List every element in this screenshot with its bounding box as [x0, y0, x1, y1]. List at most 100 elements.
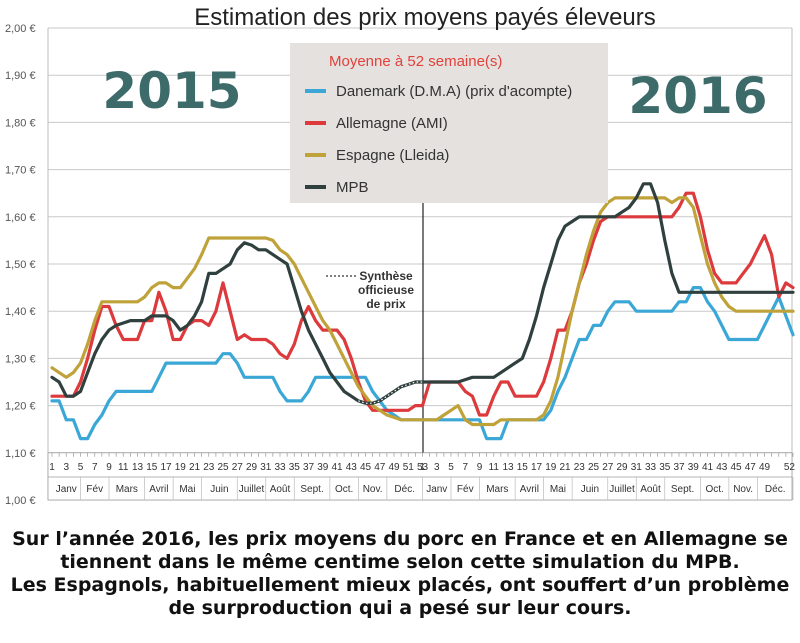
week-tick-label: 43 — [716, 462, 728, 473]
week-tick-label: 9 — [477, 462, 483, 473]
y-tick-label: 1,30 € — [5, 353, 36, 365]
week-tick-label: 27 — [232, 462, 244, 473]
week-tick-label: 31 — [631, 462, 643, 473]
week-tick-label: 17 — [531, 462, 543, 473]
month-label: Nov. — [733, 484, 753, 495]
y-tick-label: 1,50 € — [5, 259, 36, 271]
legend-label: Espagne (Lleida) — [336, 147, 449, 164]
year-labels: 2015 2016 — [102, 62, 767, 125]
legend-label: Danemark (D.M.A) (prix d'acompte) — [336, 83, 572, 100]
week-tick-label: 45 — [360, 462, 372, 473]
annotation-text: Synthèse — [359, 269, 413, 283]
y-tick-label: 2,00 € — [5, 23, 36, 35]
week-tick-label: 13 — [502, 462, 514, 473]
month-label: Mai — [179, 484, 195, 495]
month-label: Sept. — [671, 484, 694, 495]
week-tick-label: 39 — [688, 462, 700, 473]
week-tick-label: 5 — [448, 462, 454, 473]
week-tick-label: 51 — [403, 462, 415, 473]
legend-label: MPB — [336, 179, 369, 196]
annotation-text: de prix — [366, 297, 406, 311]
week-tick-label: 15 — [146, 462, 158, 473]
week-tick-label: 37 — [303, 462, 315, 473]
caption: Sur l’année 2016, les prix moyens du por… — [0, 528, 800, 620]
month-label: Mars — [486, 484, 508, 495]
week-tick-label: 37 — [673, 462, 685, 473]
week-tick-label: 45 — [730, 462, 742, 473]
legend-box — [290, 43, 608, 203]
week-tick-label: 52 — [784, 462, 796, 473]
month-label: Nov. — [363, 484, 383, 495]
legend-title: Moyenne à 52 semaine(s) — [329, 53, 502, 70]
y-tick-label: 1,80 € — [5, 117, 36, 129]
week-tick-label: 3 — [434, 462, 440, 473]
month-label: Janv — [56, 484, 77, 495]
week-tick-label: 47 — [745, 462, 757, 473]
year-label-2016: 2016 — [628, 67, 767, 125]
week-tick-label: 43 — [346, 462, 358, 473]
y-tick-label: 1,40 € — [5, 306, 36, 318]
week-tick-label: 19 — [175, 462, 187, 473]
week-tick-label: 1 — [49, 462, 55, 473]
gridlines — [47, 27, 793, 501]
month-label: Janv — [426, 484, 447, 495]
week-tick-label: 41 — [331, 462, 343, 473]
week-tick-label: 35 — [659, 462, 671, 473]
week-tick-label: 49 — [759, 462, 771, 473]
week-tick-label: 29 — [616, 462, 628, 473]
week-tick-label: 53 — [417, 462, 429, 473]
week-tick-label: 23 — [574, 462, 586, 473]
month-label: Août — [270, 484, 291, 495]
month-label: Juin — [581, 484, 599, 495]
y-axis: 1,00 € 1,10 € 1,20 € 1,30 € 1,40 € 1,50 € 1,60… — [5, 23, 36, 507]
month-label: Fév — [457, 484, 474, 495]
week-tick-label: 11 — [118, 462, 129, 473]
year-label-2015: 2015 — [102, 62, 241, 120]
caption-line: Les Espagnols, habituellement mieux plac… — [10, 574, 790, 596]
week-tick-label: 31 — [260, 462, 272, 473]
week-tick-label: 27 — [602, 462, 614, 473]
week-tick-label: 25 — [588, 462, 600, 473]
week-tick-label: 41 — [702, 462, 714, 473]
week-tick-label: 33 — [274, 462, 286, 473]
month-label: Juillet — [609, 484, 635, 495]
month-label: Juillet — [239, 484, 265, 495]
y-tick-label: 1,20 € — [5, 401, 36, 413]
month-label: Mars — [116, 484, 138, 495]
month-label: Avril — [149, 484, 168, 495]
week-tick-label: 47 — [374, 462, 386, 473]
week-tick-label: 11 — [489, 462, 500, 473]
week-tick-label: 13 — [132, 462, 144, 473]
month-label: Juin — [210, 484, 228, 495]
month-label: Avril — [520, 484, 539, 495]
week-tick-label: 9 — [106, 462, 112, 473]
week-tick-label: 7 — [92, 462, 98, 473]
week-tick-label: 33 — [645, 462, 657, 473]
week-tick-label: 23 — [203, 462, 215, 473]
week-tick-label: 3 — [63, 462, 69, 473]
month-label: Oct. — [335, 484, 353, 495]
week-tick-label: 1 — [420, 462, 426, 473]
x-axis-band — [47, 452, 793, 501]
week-tick-label: 35 — [289, 462, 301, 473]
month-label: Mai — [550, 484, 566, 495]
week-tick-label: 7 — [462, 462, 468, 473]
caption-line: Sur l’année 2016, les prix moyens du por… — [12, 528, 788, 550]
week-tick-label: 19 — [545, 462, 557, 473]
series-line-espagne — [50, 196, 795, 427]
week-tick-label: 5 — [78, 462, 84, 473]
y-tick-label: 1,00 € — [5, 495, 36, 507]
week-tick-label: 21 — [189, 462, 201, 473]
series-lines — [50, 182, 795, 441]
caption-line: de surproduction qui a pesé sur leur cou… — [168, 597, 632, 619]
annotation-text: officieuse — [358, 283, 414, 297]
y-tick-label: 1,90 € — [5, 70, 36, 82]
legend-label: Allemagne (AMI) — [336, 115, 448, 132]
week-tick-label: 15 — [517, 462, 529, 473]
month-label: Oct. — [705, 484, 723, 495]
chart-title: Estimation des prix moyens payés éleveur… — [194, 4, 656, 31]
caption-line: tiennent dans le même centime selon cett… — [60, 551, 740, 573]
month-label: Déc. — [394, 484, 415, 495]
legend: Moyenne à 52 semaine(s) Danemark (D.M.A) … — [290, 43, 608, 203]
week-tick-label: 21 — [559, 462, 571, 473]
